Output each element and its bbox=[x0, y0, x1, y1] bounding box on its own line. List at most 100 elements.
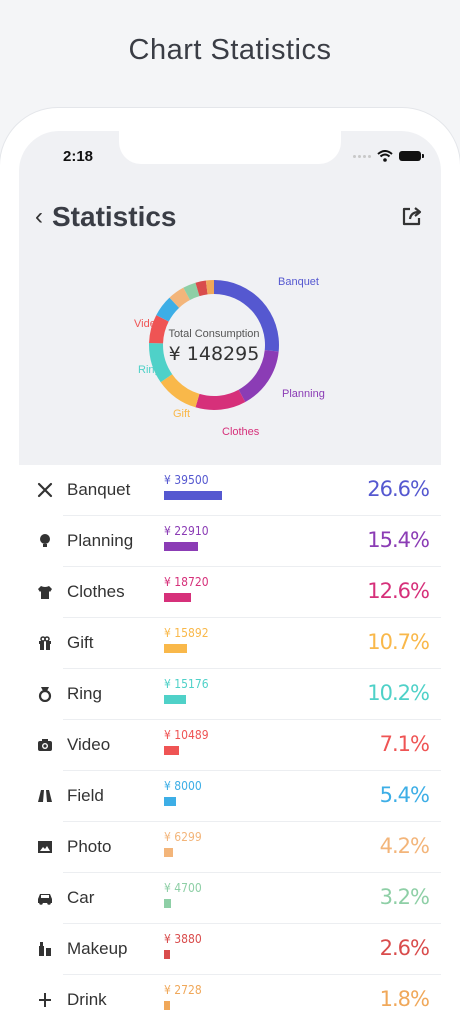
list-item-video[interactable]: Video ¥ 10489 7.1% bbox=[19, 720, 441, 771]
share-icon[interactable] bbox=[401, 205, 423, 232]
item-percent: 2.6% bbox=[379, 936, 430, 960]
item-name: Drink bbox=[67, 990, 107, 1009]
drink-icon bbox=[37, 992, 53, 1008]
category-list: Banquet ¥ 39500 26.6% Planning ¥ 22910 15.4% C… bbox=[19, 465, 441, 1011]
fork-knife-icon bbox=[37, 482, 53, 498]
item-percent: 15.4% bbox=[367, 528, 430, 552]
row-divider bbox=[63, 566, 441, 567]
item-share-bar bbox=[164, 746, 179, 755]
item-amount: ¥ 4700 bbox=[164, 881, 202, 895]
donut-slice-video[interactable] bbox=[149, 315, 169, 344]
app-screen: 2:18 ‹ Statistics Banquet Planning Clothes… bbox=[19, 131, 441, 1011]
item-amount: ¥ 2728 bbox=[164, 983, 202, 997]
item-share-bar bbox=[164, 542, 198, 551]
donut-slice-banquet[interactable] bbox=[214, 280, 279, 352]
donut-slice-car[interactable] bbox=[183, 282, 200, 301]
item-amount: ¥ 15892 bbox=[164, 626, 209, 640]
notch bbox=[119, 131, 341, 164]
item-name: Clothes bbox=[67, 582, 125, 601]
camera-icon bbox=[37, 737, 53, 753]
chevron-left-icon[interactable]: ‹ bbox=[35, 203, 43, 230]
donut-label-video: Video bbox=[134, 318, 162, 330]
item-share-bar bbox=[164, 848, 173, 857]
item-amount: ¥ 6299 bbox=[164, 830, 202, 844]
row-divider bbox=[63, 668, 441, 669]
item-percent: 26.6% bbox=[367, 477, 430, 501]
item-percent: 7.1% bbox=[379, 732, 430, 756]
item-name: Field bbox=[67, 786, 104, 805]
donut-label-clothes: Clothes bbox=[222, 426, 260, 438]
item-name: Makeup bbox=[67, 939, 128, 958]
list-item-clothes[interactable]: Clothes ¥ 18720 12.6% bbox=[19, 567, 441, 618]
list-item-makeup[interactable]: Makeup ¥ 3880 2.6% bbox=[19, 924, 441, 975]
battery-icon bbox=[399, 151, 424, 161]
donut-label-gift: Gift bbox=[173, 408, 190, 420]
donut-slice-photo[interactable] bbox=[169, 287, 190, 308]
item-share-bar bbox=[164, 491, 222, 500]
donut-label-planning: Planning bbox=[282, 388, 325, 400]
row-divider bbox=[63, 872, 441, 873]
item-share-bar bbox=[164, 950, 170, 959]
donut-slice-other[interactable] bbox=[205, 280, 214, 295]
item-name: Car bbox=[67, 888, 95, 907]
status-icons bbox=[353, 150, 424, 162]
item-percent: 12.6% bbox=[367, 579, 430, 603]
row-divider bbox=[63, 515, 441, 516]
header: ‹ Statistics bbox=[19, 199, 441, 239]
donut-label-banquet: Banquet bbox=[278, 276, 319, 288]
donut-slice-makeup[interactable] bbox=[195, 280, 208, 297]
row-divider bbox=[63, 719, 441, 720]
row-divider bbox=[63, 770, 441, 771]
list-item-field[interactable]: Field ¥ 8000 5.4% bbox=[19, 771, 441, 822]
item-name: Banquet bbox=[67, 480, 131, 499]
item-percent: 1.8% bbox=[379, 987, 430, 1011]
row-divider bbox=[63, 974, 441, 975]
list-item-car[interactable]: Car ¥ 4700 3.2% bbox=[19, 873, 441, 924]
donut-slice-clothes[interactable] bbox=[195, 389, 246, 410]
item-name: Photo bbox=[67, 837, 112, 856]
item-amount: ¥ 15176 bbox=[164, 677, 209, 691]
item-share-bar bbox=[164, 593, 191, 602]
donut-label-ring: Ring bbox=[138, 364, 161, 376]
item-percent: 4.2% bbox=[379, 834, 430, 858]
donut-slice-field[interactable] bbox=[156, 297, 180, 322]
donut-svg: Banquet Planning Clothes Gift Ring Video Tota… bbox=[134, 276, 325, 438]
item-share-bar bbox=[164, 899, 171, 908]
makeup-icon bbox=[37, 941, 53, 957]
item-name: Ring bbox=[67, 684, 102, 703]
row-divider bbox=[63, 923, 441, 924]
gift-icon bbox=[37, 635, 53, 651]
item-name: Planning bbox=[67, 531, 134, 550]
list-item-photo[interactable]: Photo ¥ 6299 4.2% bbox=[19, 822, 441, 873]
donut-slice-ring[interactable] bbox=[149, 342, 173, 383]
field-icon bbox=[37, 788, 53, 804]
total-amount: ¥ 148295 bbox=[169, 343, 260, 365]
list-item-banquet[interactable]: Banquet ¥ 39500 26.6% bbox=[19, 465, 441, 516]
item-share-bar bbox=[164, 644, 187, 653]
item-share-bar bbox=[164, 797, 176, 806]
car-icon bbox=[37, 890, 53, 906]
wifi-icon bbox=[377, 150, 393, 162]
lightbulb-icon bbox=[37, 533, 53, 549]
signal-icon bbox=[353, 154, 371, 158]
item-name: Gift bbox=[67, 633, 94, 652]
donut-slice-planning[interactable] bbox=[238, 350, 279, 402]
donut-slice-gift[interactable] bbox=[160, 374, 200, 408]
list-item-drink[interactable]: Drink ¥ 2728 1.8% bbox=[19, 975, 441, 1011]
item-amount: ¥ 18720 bbox=[164, 575, 209, 589]
item-percent: 3.2% bbox=[379, 885, 430, 909]
item-share-bar bbox=[164, 695, 186, 704]
item-percent: 10.2% bbox=[367, 681, 430, 705]
list-item-ring[interactable]: Ring ¥ 15176 10.2% bbox=[19, 669, 441, 720]
item-percent: 5.4% bbox=[379, 783, 430, 807]
page-title: Statistics bbox=[52, 201, 177, 232]
item-amount: ¥ 10489 bbox=[164, 728, 209, 742]
promo-title: Chart Statistics bbox=[128, 34, 332, 66]
donut-chart: Banquet Planning Clothes Gift Ring Video Tota… bbox=[19, 267, 441, 457]
item-name: Video bbox=[67, 735, 111, 754]
center-label: Total Consumption bbox=[168, 328, 259, 340]
tshirt-icon bbox=[37, 584, 53, 600]
photo-icon bbox=[37, 839, 53, 855]
list-item-planning[interactable]: Planning ¥ 22910 15.4% bbox=[19, 516, 441, 567]
list-item-gift[interactable]: Gift ¥ 15892 10.7% bbox=[19, 618, 441, 669]
